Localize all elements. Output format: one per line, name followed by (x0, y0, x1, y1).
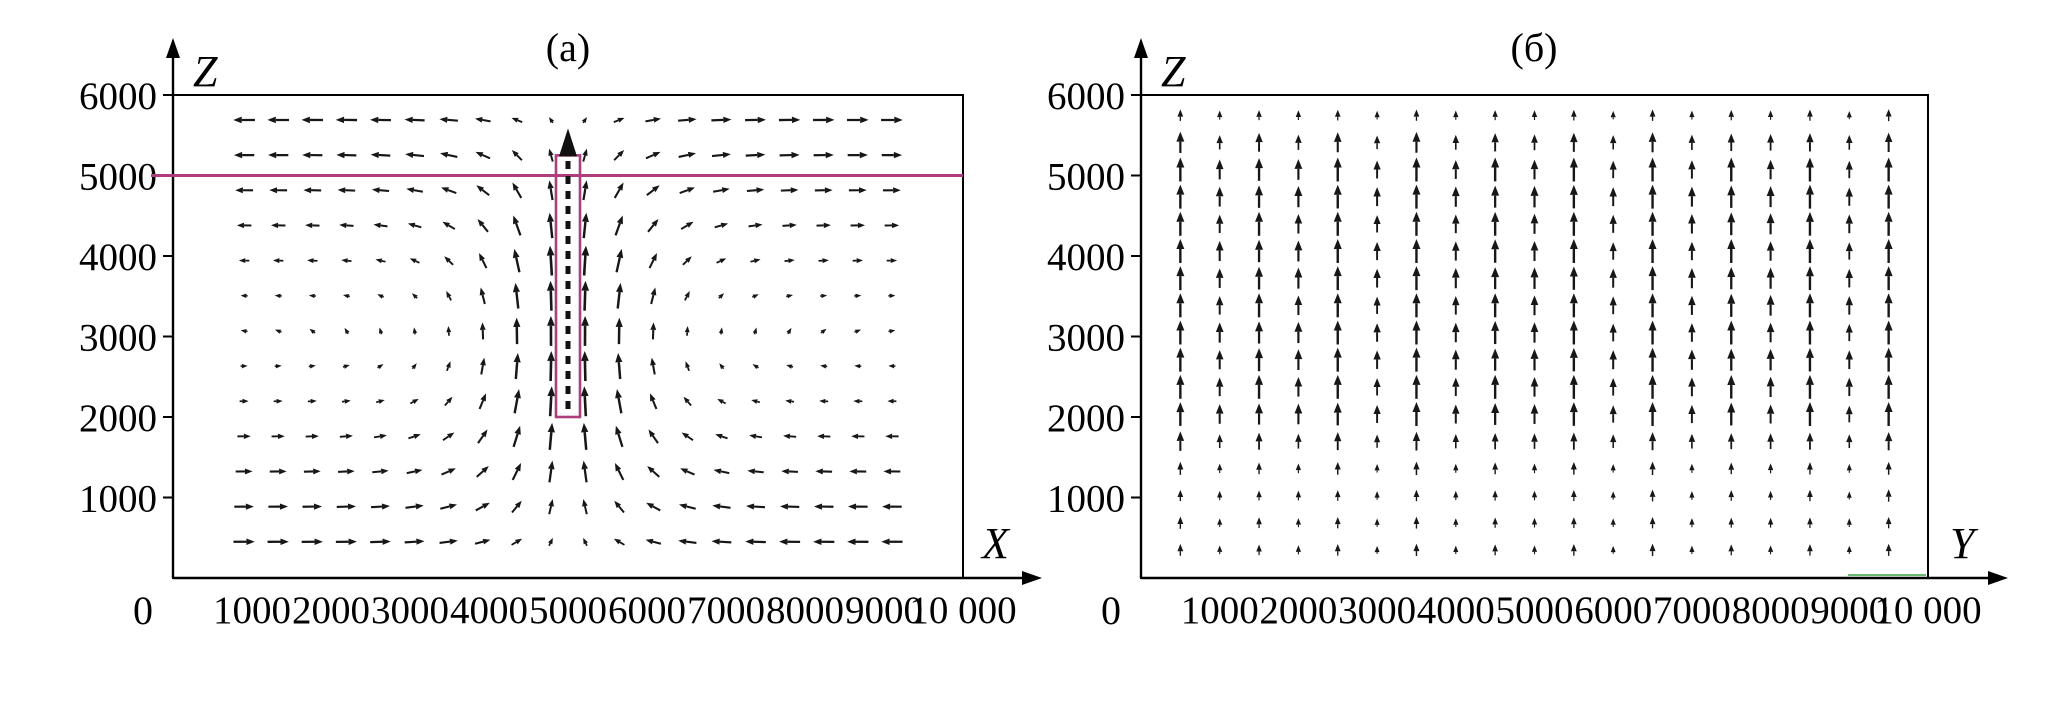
z-tick-label: 5000 (1047, 156, 1125, 199)
x-tick-label: 8000 (1732, 589, 1810, 632)
x-tick-label: 1000 (1181, 589, 1259, 632)
x-axis (173, 571, 1042, 585)
annotation-arrow-head (559, 128, 577, 157)
x-tick-label: 5000 (1496, 589, 1574, 632)
x-tick-label: 10 000 (1874, 589, 1981, 632)
panel-a-z-axis-label: Z (193, 47, 218, 96)
x-tick-label: 7000 (1653, 589, 1731, 632)
z-tick-labels: 1000 2000 3000 4000 5000 6000 (79, 75, 173, 521)
panel-b-z-axis-label: Z (1161, 47, 1186, 96)
z-tick-label: 3000 (1047, 317, 1125, 360)
x-tick-label: 2000 (1259, 589, 1337, 632)
x-tick-label: 4000 (450, 589, 528, 632)
source-annotation (151, 128, 963, 419)
z-tick-label: 3000 (79, 317, 157, 360)
x-tick-label: 3000 (1338, 589, 1416, 632)
vector-field (233, 116, 903, 547)
z-axis (1134, 38, 1148, 578)
z-tick-label: 6000 (79, 75, 157, 118)
x-axis (1141, 571, 2008, 585)
z-tick-label: 5000 (79, 156, 157, 199)
x-tick-label: 1000 (213, 589, 291, 632)
panel-b-origin-label: 0 (1101, 588, 1121, 633)
z-tick-label: 1000 (79, 478, 157, 521)
x-tick-label: 10 000 (909, 589, 1016, 632)
x-tick-label: 2000 (292, 589, 370, 632)
x-tick-label: 7000 (687, 589, 765, 632)
x-tick-label: 9000 (1810, 589, 1888, 632)
x-tick-label: 8000 (766, 589, 844, 632)
x-tick-label: 9000 (845, 589, 923, 632)
z-tick-labels: 1000 2000 3000 4000 5000 6000 (1047, 75, 1141, 521)
z-tick-label: 4000 (79, 236, 157, 279)
z-tick-label: 1000 (1047, 478, 1125, 521)
x-tick-label: 4000 (1417, 589, 1495, 632)
z-tick-label: 2000 (79, 397, 157, 440)
vector-field (1176, 109, 1893, 557)
panel-b-y-axis-label: Y (1950, 519, 1975, 568)
x-tick-label: 6000 (608, 589, 686, 632)
panel-a-x-axis-label: X (982, 519, 1009, 568)
z-tick-label: 4000 (1047, 236, 1125, 279)
x-tick-label: 3000 (371, 589, 449, 632)
panel-a-title: (а) (545, 25, 591, 70)
x-tick-label: 6000 (1574, 589, 1652, 632)
panel-b-title: (б) (1510, 25, 1558, 70)
x-tick-label: 5000 (529, 589, 607, 632)
z-tick-label: 6000 (1047, 75, 1125, 118)
z-axis (166, 38, 180, 578)
z-tick-label: 2000 (1047, 397, 1125, 440)
panel-a-origin-label: 0 (133, 588, 153, 633)
